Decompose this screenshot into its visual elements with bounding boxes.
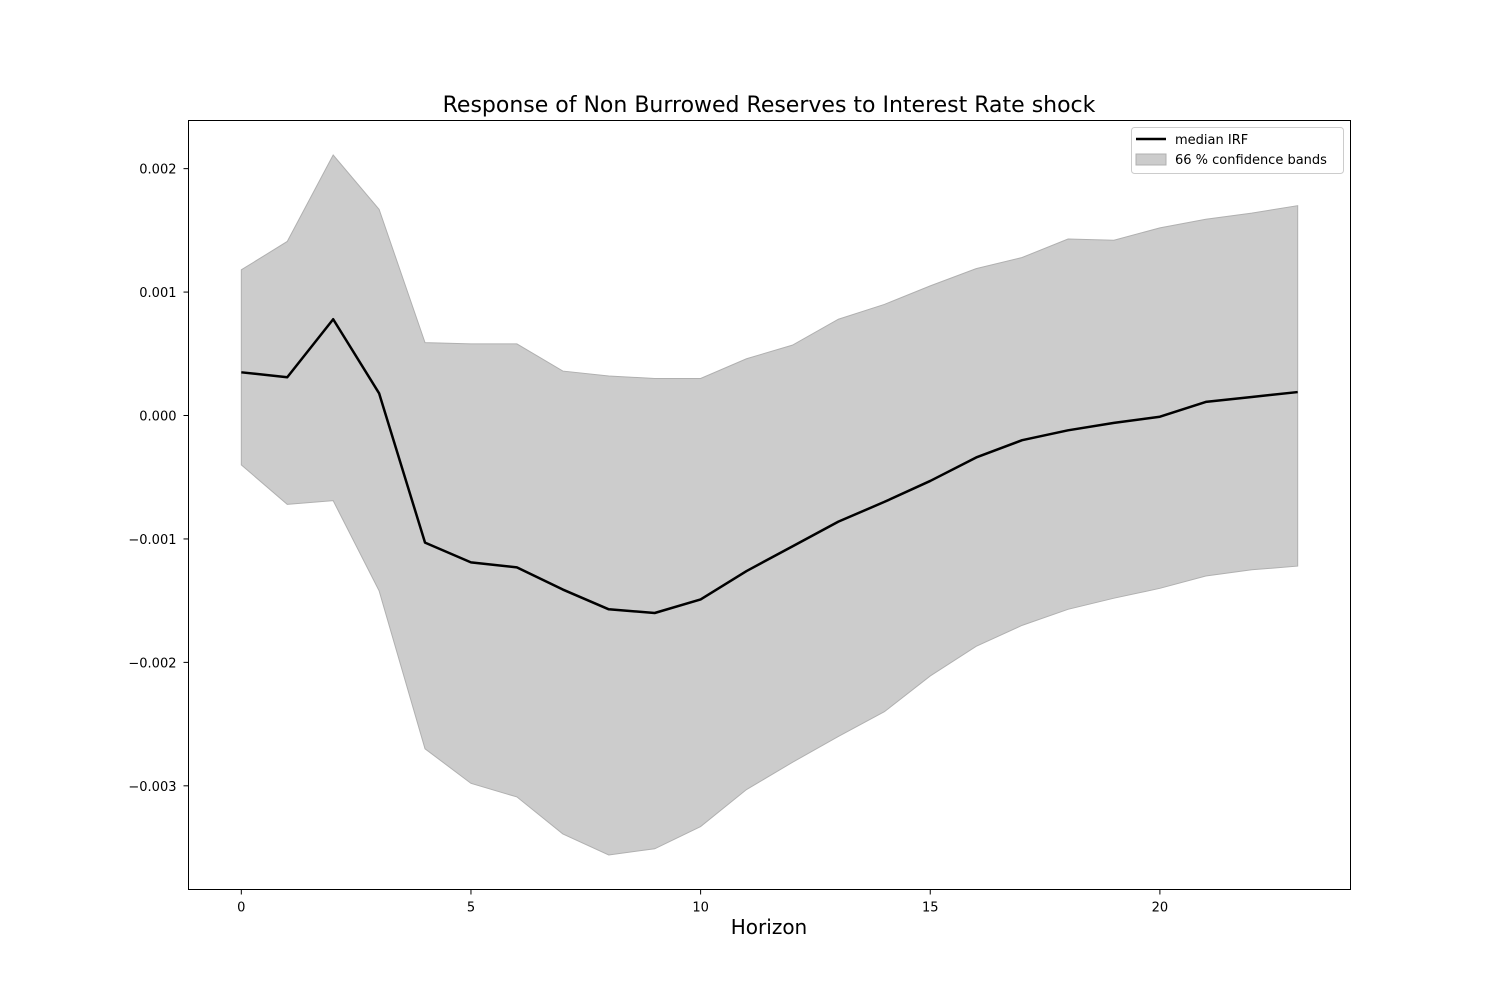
x-tick-label: 0 (237, 901, 245, 916)
confidence-band (240, 154, 1299, 856)
x-tick-label: 20 (1152, 901, 1169, 916)
y-tick-label: −0.002 (128, 656, 176, 671)
y-tick-label: −0.001 (128, 533, 176, 548)
y-axis: 0.002 0.001 0.000 −0.001 −0.002 −0.003 (128, 163, 189, 795)
y-tick-label: 0.002 (139, 163, 176, 178)
x-tick-label: 10 (692, 901, 709, 916)
chart-title: Response of Non Burrowed Reserves to Int… (443, 93, 1096, 118)
legend: median IRF 66 % confidence bands (1131, 127, 1344, 174)
x-axis: 0 5 10 15 20 (237, 889, 1169, 916)
y-tick-label: −0.003 (128, 780, 176, 795)
x-axis-label: Horizon (731, 915, 807, 939)
median-irf-line (241, 317, 1298, 615)
x-tick-label: 5 (467, 901, 475, 916)
plot-area (240, 154, 1299, 856)
y-tick-label: 0.000 (139, 410, 176, 425)
legend-label-band: 66 % confidence bands (1175, 153, 1327, 168)
axes-frame (188, 120, 1351, 890)
legend-band-swatch (1135, 153, 1167, 166)
x-tick-label: 15 (922, 901, 939, 916)
y-tick-label: 0.001 (139, 286, 176, 301)
legend-label-median: median IRF (1175, 133, 1248, 148)
legend-box (1131, 127, 1344, 174)
